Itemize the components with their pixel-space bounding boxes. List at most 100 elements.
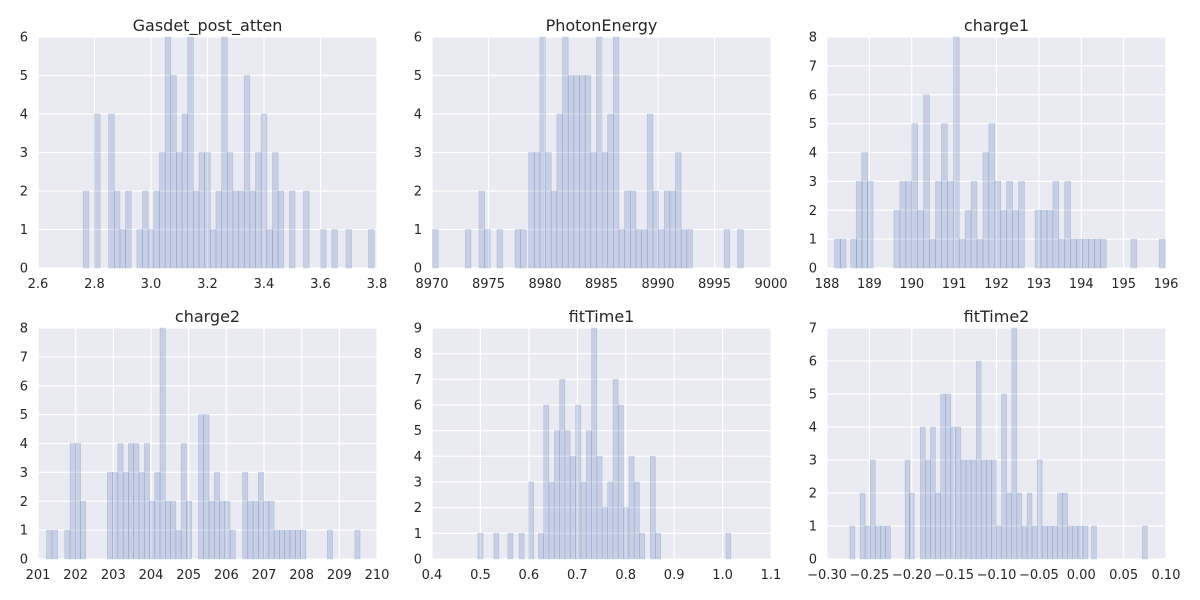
histogram-bar <box>1158 238 1166 269</box>
x-tick-label: 189 <box>857 277 882 292</box>
y-tick-label: 1 <box>414 527 422 542</box>
histogram-bar <box>136 229 143 269</box>
histogram-bar <box>113 190 121 269</box>
y-tick-label: 2 <box>414 185 422 200</box>
y-tick-label: 3 <box>414 476 422 491</box>
histogram-bar <box>493 533 500 560</box>
histogram-bar <box>496 229 503 269</box>
histogram-bar <box>981 459 987 560</box>
x-tick-label: 207 <box>252 568 277 583</box>
histogram-bar <box>584 75 592 269</box>
histogram-bar <box>1064 181 1071 269</box>
histogram-bar <box>1082 238 1089 269</box>
y-tick-label: 0 <box>809 262 817 277</box>
histogram-bar <box>247 500 254 560</box>
histogram-bar <box>575 404 582 560</box>
histogram-bar <box>187 36 194 269</box>
histogram-bar <box>737 229 744 269</box>
histogram-bar <box>861 152 868 269</box>
x-tick-label: 8995 <box>698 277 731 292</box>
histogram-bar <box>221 36 228 269</box>
y-tick-label: 3 <box>414 146 422 161</box>
x-tick-label: 204 <box>139 568 164 583</box>
x-tick-label: −0.05 <box>1019 568 1059 583</box>
histogram-bar <box>1031 525 1038 560</box>
histogram-bar <box>543 404 550 560</box>
histogram-bar <box>639 533 646 560</box>
x-tick-label: 0.00 <box>1067 568 1096 583</box>
histogram-bar <box>143 443 150 560</box>
histogram-bar <box>186 500 192 560</box>
histogram-bar <box>899 181 907 269</box>
histogram-bar <box>607 481 614 560</box>
histogram-bar <box>64 529 71 560</box>
histogram-bar <box>263 500 270 560</box>
x-tick-label: 0.8 <box>615 568 636 583</box>
x-tick-label: 8980 <box>528 277 561 292</box>
x-tick-label: 0.5 <box>470 568 491 583</box>
x-tick-label: 196 <box>1154 277 1179 292</box>
y-tick-label: 7 <box>20 350 28 365</box>
histogram-bar <box>1001 393 1007 560</box>
histogram-bar <box>686 229 693 269</box>
histogram-bar <box>1012 209 1019 269</box>
histogram-bar <box>226 152 234 269</box>
y-tick-label: 4 <box>20 437 28 452</box>
histogram-bar <box>1082 525 1089 560</box>
y-tick-label: 1 <box>20 524 28 539</box>
histogram-bar <box>935 181 942 269</box>
chart-panel-charge1: charge1 188 189 190 191 192 193 194 195 196 0 1 2 3 4 5… <box>809 16 1179 292</box>
y-tick-label: 6 <box>414 399 422 414</box>
histogram-bar <box>528 481 535 560</box>
x-tick-label: 0.9 <box>664 568 685 583</box>
histogram-bar <box>596 456 603 560</box>
y-tick-label: 2 <box>809 204 817 219</box>
histogram-bar <box>1100 238 1107 269</box>
histogram-bar <box>1018 181 1025 269</box>
histogram-bar <box>477 533 484 560</box>
y-tick-label: 3 <box>809 175 817 190</box>
x-tick-label: −0.25 <box>849 568 889 583</box>
histogram-bar <box>82 190 90 269</box>
y-tick-label: 2 <box>414 501 422 516</box>
histogram-bar <box>94 113 101 269</box>
histogram-bar <box>1006 181 1013 269</box>
y-tick-label: 2 <box>809 487 817 502</box>
y-tick-label: 8 <box>20 322 28 337</box>
x-tick-label: 188 <box>815 277 840 292</box>
y-tick-label: 1 <box>809 233 817 248</box>
y-tick-label: 2 <box>20 185 28 200</box>
histogram-bar <box>1040 209 1048 269</box>
histogram-bar <box>1076 238 1083 269</box>
histogram-bar <box>1067 525 1073 560</box>
histogram-bar <box>1070 238 1077 269</box>
chart-panel-charge2: charge2 201 202 203 204 205 206 207 208 209 210 0 1 2… <box>20 307 390 583</box>
y-tick-label: 4 <box>20 108 28 123</box>
histogram-bar <box>138 472 145 560</box>
histogram-bar <box>855 181 863 269</box>
histogram-bar <box>591 327 598 560</box>
histogram-bar <box>669 190 676 269</box>
histogram-bar <box>170 75 177 269</box>
histogram-bar <box>320 229 327 269</box>
y-tick-label: 8 <box>414 347 422 362</box>
x-tick-label: 202 <box>63 568 88 583</box>
x-tick-label: 201 <box>26 568 51 583</box>
histogram-bar <box>159 152 166 269</box>
histogram-bar <box>596 36 603 269</box>
histogram-bar <box>215 190 222 269</box>
histogram-bar <box>165 500 171 560</box>
y-tick-label: 4 <box>414 450 422 465</box>
chart-panel-photonenergy: PhotonEnergy 8970 8975 8980 8985 8990 8995 9000… <box>414 16 788 292</box>
histogram-bar <box>641 229 648 269</box>
histogram-bar <box>864 525 871 560</box>
histogram-bar <box>965 459 972 560</box>
histogram-bar <box>198 414 205 560</box>
histogram-bar <box>1034 209 1042 269</box>
histogram-bar <box>859 492 866 560</box>
histogram-bar <box>964 209 972 269</box>
histogram-bar <box>911 123 918 269</box>
x-tick-label: 1.1 <box>761 568 782 583</box>
histogram-bar <box>46 529 53 560</box>
y-tick-label: 1 <box>414 223 422 238</box>
